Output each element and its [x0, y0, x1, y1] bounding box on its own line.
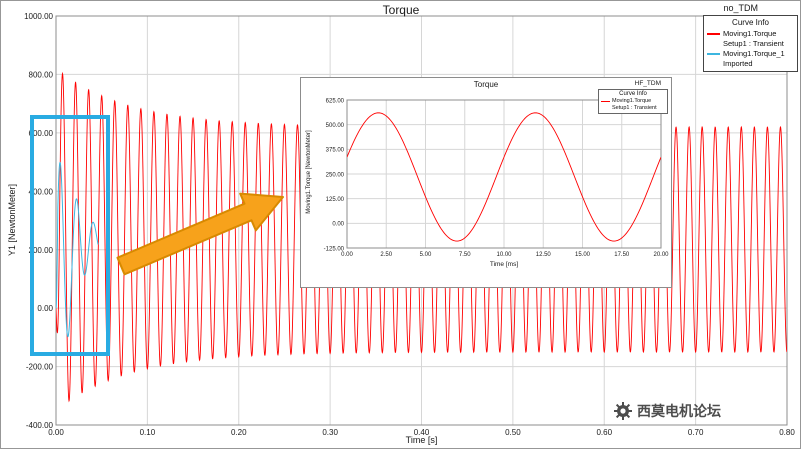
highlight-box — [30, 115, 110, 356]
legend-entry-sublabel: Setup1 : Transient — [723, 39, 784, 48]
y-tick-label: -200.00 — [26, 363, 54, 372]
gear-icon — [614, 402, 632, 420]
x-tick-label: 0.00 — [341, 252, 353, 258]
x-tick-label: 0.70 — [688, 428, 704, 437]
design-label: no_TDM — [723, 3, 758, 13]
x-tick-label: 20.00 — [653, 252, 669, 258]
x-tick-label: 10.00 — [496, 252, 512, 258]
x-tick-label: 0.20 — [231, 428, 247, 437]
y-axis-title: Y1 [NewtonMeter] — [7, 183, 17, 257]
legend-entry-torque-1[interactable]: Moving1.Torque_1 — [707, 49, 794, 59]
y-tick-label: 0.00 — [332, 222, 344, 228]
inset-legend-label: Moving1.Torque — [612, 98, 652, 104]
x-axis-title: Time [s] — [405, 435, 438, 445]
plot-frame — [55, 15, 788, 426]
inset-design-label: HF_TDM — [634, 80, 661, 87]
y-tick-label: 625.00 — [326, 98, 345, 104]
legend[interactable]: Curve Info Moving1.Torque Setup1 : Trans… — [703, 15, 798, 72]
legend-header: Curve Info — [732, 18, 769, 27]
x-tick-label: 15.00 — [575, 252, 591, 258]
y-tick-label: -400.00 — [26, 421, 54, 430]
x-tick-label: 0.30 — [322, 428, 338, 437]
inset-chart: 625.00 500.00 375.00 250.00 125.00 0.00 -125.0… — [300, 77, 672, 288]
x-tick-label: 5.00 — [420, 252, 432, 258]
y-tick-label: 0.00 — [37, 304, 53, 313]
legend-entry-sublabel: Imported — [723, 59, 753, 68]
y-tick-label: 125.00 — [326, 197, 345, 203]
y-tick-label: 375.00 — [326, 148, 345, 154]
cyan-line-swatch — [707, 53, 720, 55]
x-tick-label: 17.50 — [614, 252, 630, 258]
watermark: 西莫电机论坛 — [613, 401, 721, 421]
legend-entry-label: Moving1.Torque_1 — [723, 49, 785, 58]
inset-legend-header: Curve Info — [619, 91, 647, 97]
inset-curve-moving1-torque[interactable] — [347, 112, 661, 242]
legend-entry-torque[interactable]: Moving1.Torque — [707, 29, 794, 39]
y-tick-label: 200.00 — [29, 246, 54, 255]
legend-entry-label: Moving1.Torque — [723, 29, 777, 38]
x-tick-label: 2.50 — [380, 252, 392, 258]
inset-legend[interactable]: Curve Info Moving1.Torque Setup1 : Trans… — [598, 89, 668, 114]
inset-x-axis-title: Time [ms] — [489, 261, 519, 268]
y-tick-label: 250.00 — [326, 172, 345, 178]
red-line-swatch — [707, 33, 720, 35]
x-tick-label: 0.60 — [596, 428, 612, 437]
y-tick-label: 600.00 — [29, 129, 54, 138]
y-tick-label: 400.00 — [29, 187, 54, 196]
x-tick-label: 12.50 — [536, 252, 552, 258]
x-tick-label: 0.50 — [505, 428, 521, 437]
y-tick-label: -125.00 — [324, 246, 345, 252]
curve-moving1-torque-1[interactable] — [56, 161, 99, 338]
inset-legend-sublabel: Setup1 : Transient — [612, 105, 657, 111]
y-tick-label: 1000.00 — [24, 12, 53, 21]
x-tick-label: 0.10 — [140, 428, 156, 437]
plot-frame — [346, 99, 662, 249]
y-tick-label: 500.00 — [326, 123, 345, 129]
y-tick-label: 800.00 — [29, 70, 54, 79]
inset-title: Torque — [473, 80, 499, 89]
watermark-text: 西莫电机论坛 — [637, 403, 721, 419]
inset-y-axis-title: Moving1.Torque [NewtonMeter] — [306, 130, 312, 214]
inset-legend-entry[interactable]: Moving1.Torque — [601, 98, 665, 105]
chart-title: Torque — [382, 3, 420, 17]
x-tick-label: 0.00 — [48, 428, 64, 437]
x-tick-label: 0.80 — [779, 428, 795, 437]
red-line-swatch — [601, 101, 610, 102]
x-tick-label: 7.50 — [459, 252, 471, 258]
x-tick-label: 0.40 — [414, 428, 430, 437]
